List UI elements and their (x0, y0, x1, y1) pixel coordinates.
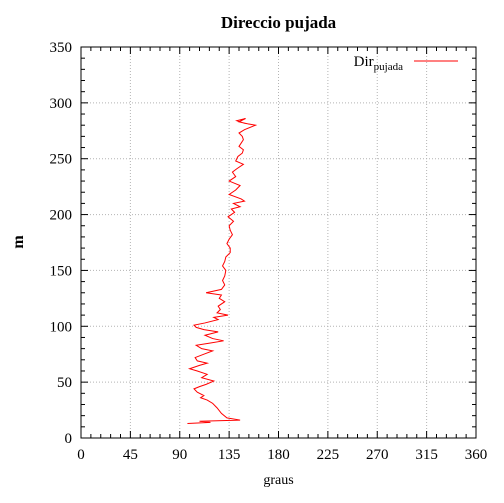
x-tick-label: 315 (415, 447, 438, 463)
axis-ticks (80, 46, 477, 439)
x-axis-label: graus (263, 473, 293, 488)
x-tick-label: 0 (77, 447, 85, 463)
legend: Dirpujada (354, 54, 458, 73)
y-axis-label: m (10, 235, 27, 249)
y-tick-label: 150 (50, 263, 73, 279)
x-tick-label: 180 (267, 447, 290, 463)
x-tick-label: 90 (172, 447, 187, 463)
y-tick-label: 100 (50, 319, 73, 335)
y-tick-label: 250 (50, 152, 73, 168)
y-tick-label: 350 (50, 40, 73, 56)
x-tick-label: 135 (218, 447, 241, 463)
legend-series-subscript: pujada (374, 61, 403, 73)
grid-lines (81, 47, 476, 438)
chart-title: Direccio pujada (221, 13, 337, 32)
y-tick-label: 200 (50, 208, 73, 224)
x-tick-label: 270 (366, 447, 389, 463)
x-tick-label: 45 (123, 447, 138, 463)
series-line-dir-pujada (187, 118, 258, 424)
y-tick-label: 0 (65, 431, 73, 447)
x-tick-label: 225 (317, 447, 340, 463)
y-tick-label: 300 (50, 96, 73, 112)
y-tick-labels: 0 50 100 150 200 250 300 350 (50, 40, 73, 447)
x-tick-label: 360 (465, 447, 488, 463)
series-layer (187, 118, 258, 424)
legend-entry-label: Dirpujada (354, 54, 403, 73)
legend-series-name: Dir (354, 54, 374, 70)
y-tick-label: 50 (57, 375, 72, 391)
x-tick-labels: 0 45 90 135 180 225 270 315 360 (77, 447, 487, 463)
